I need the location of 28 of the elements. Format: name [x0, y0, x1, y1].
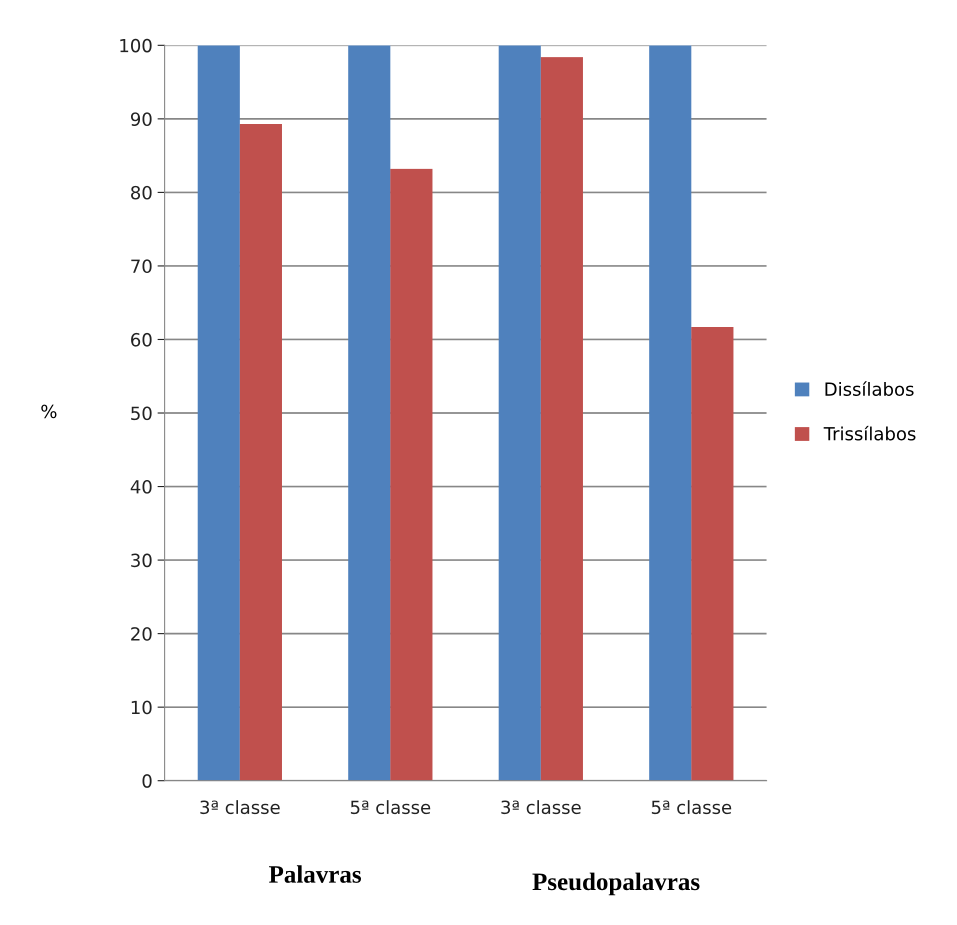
y-tick-label: 60 [131, 332, 152, 347]
bar [198, 45, 240, 781]
y-tick-label: 80 [131, 186, 152, 200]
y-tick-label: 30 [131, 554, 152, 568]
y-axis-title: % [41, 404, 56, 418]
legend-label: Dissílabos [826, 381, 914, 396]
legend-label: Trissílabos [824, 426, 916, 441]
bar [649, 45, 692, 781]
x-tick-label: 3ª classe [200, 800, 280, 814]
x-tick-label: 5ª classe [652, 800, 732, 814]
x-tick-label: 5ª classe [350, 800, 430, 814]
bar [348, 45, 390, 781]
text: Pseudopalavras [532, 872, 700, 896]
x-tick-label: 3ª classe [501, 800, 581, 814]
bar [240, 124, 282, 781]
text: Palavras [268, 865, 361, 883]
y-tick-label: 20 [131, 627, 152, 641]
y-tick-label: 0 [142, 774, 152, 788]
y-tick-label: 100 [120, 38, 152, 52]
y-tick-label: 50 [131, 406, 152, 420]
y-tick-label: 10 [132, 700, 152, 714]
bar [390, 168, 432, 781]
bar [691, 326, 734, 781]
y-tick-label: 40 [130, 480, 152, 494]
y-tick-label: 90 [130, 112, 152, 126]
bar [498, 45, 541, 781]
y-tick-label: 70 [131, 259, 152, 274]
bar [540, 57, 583, 781]
